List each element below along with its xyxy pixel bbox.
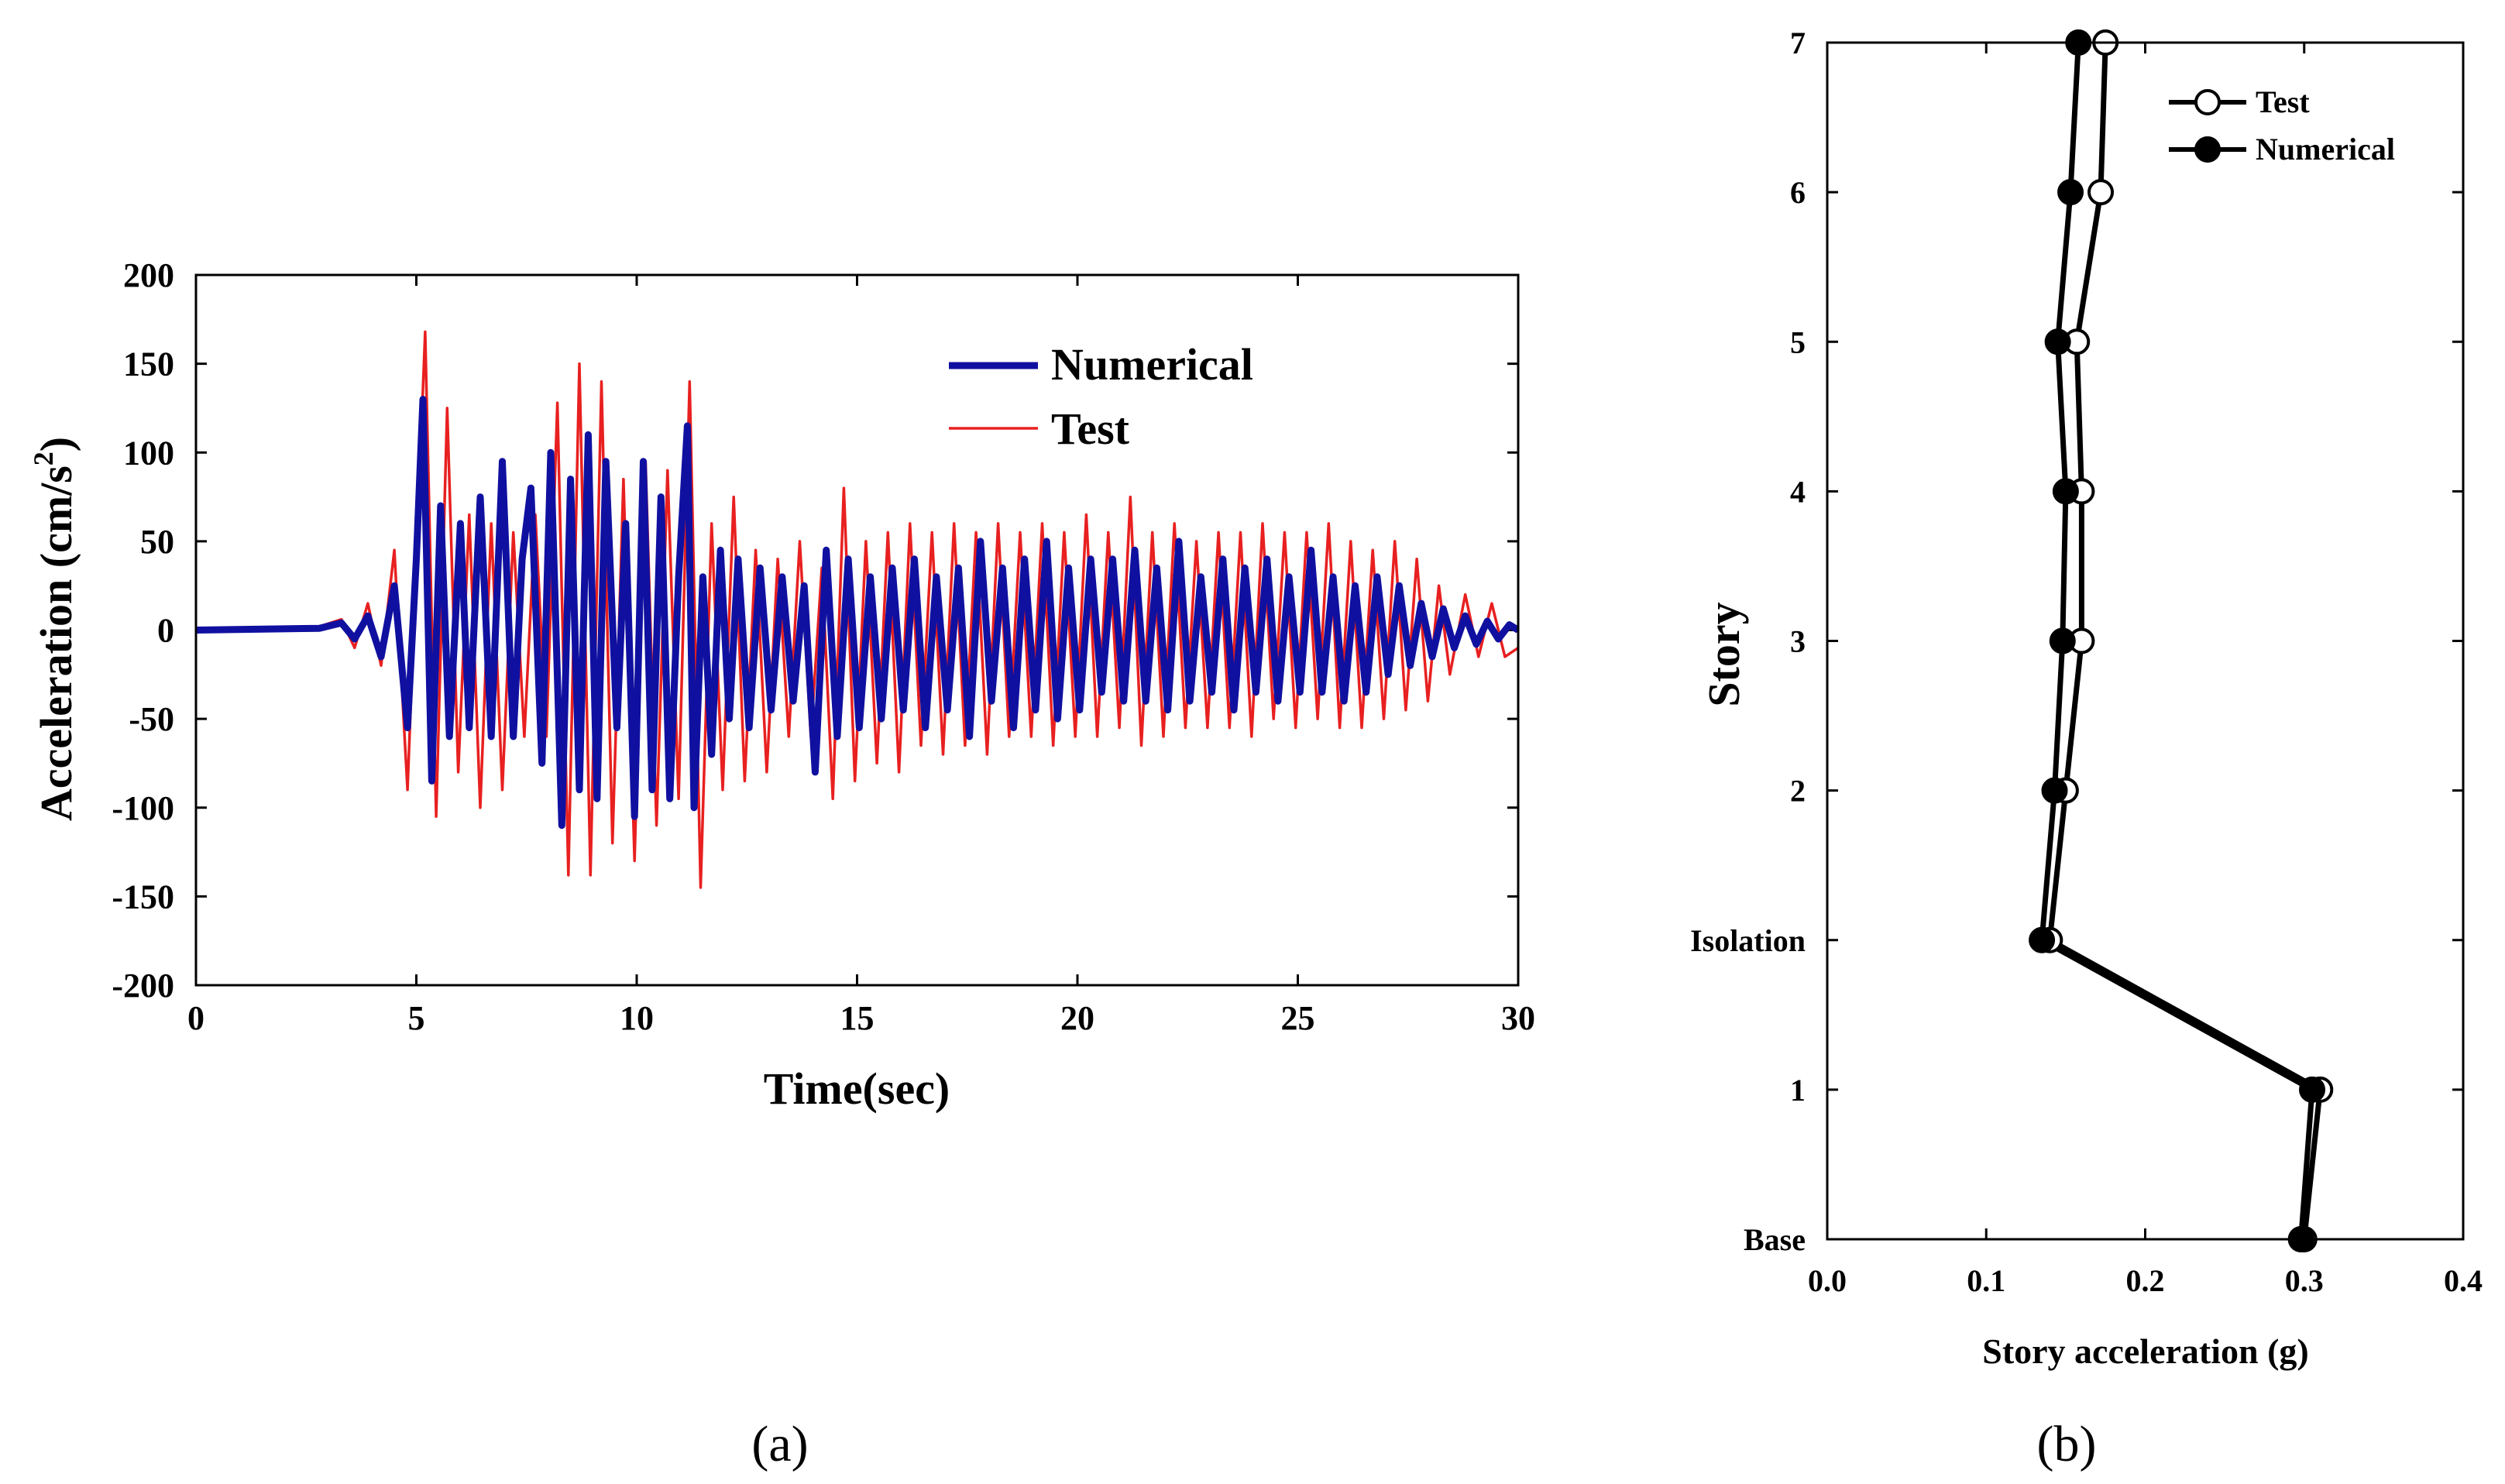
- a-y-axis-label-main: Acceleration (cm/s: [31, 465, 81, 821]
- b-x-tick-labels: 0.0 0.1 0.2 0.3 0.4: [1808, 1263, 2483, 1298]
- b-legend-numerical-label: Numerical: [2256, 132, 2395, 167]
- a-x-tick-label: 15: [840, 999, 875, 1037]
- b-numerical-point: [2052, 478, 2079, 505]
- a-caption: (a): [751, 1416, 808, 1472]
- a-x-tick-label: 5: [408, 999, 425, 1037]
- b-plot-frame: [1826, 41, 2465, 1241]
- b-y-tick-label: 1: [1790, 1073, 1806, 1108]
- a-y-axis-label-close: ): [31, 437, 81, 452]
- a-plot-frame: [194, 273, 1520, 987]
- b-numerical-point: [2029, 926, 2056, 953]
- b-numerical-point: [2044, 328, 2071, 356]
- a-x-tick-label: 30: [1501, 999, 1535, 1037]
- b-y-tick-label: 6: [1790, 175, 1806, 210]
- b-y-tick-label: 5: [1790, 325, 1806, 359]
- b-numerical-point: [2299, 1076, 2326, 1103]
- a-y-tick-label: -200: [112, 967, 174, 1005]
- b-series-numerical-markers: [2029, 29, 2326, 1252]
- b-legend-test-marker: [2194, 89, 2221, 115]
- a-x-tick-label: 0: [187, 999, 204, 1037]
- a-y-tick-label: 100: [123, 434, 174, 472]
- b-y-tick-label: 7: [1790, 26, 1806, 60]
- b-y-axis-label: Story: [1699, 602, 1749, 706]
- b-ticks: [1826, 41, 2465, 1241]
- b-y-tick-label: 3: [1790, 624, 1806, 659]
- a-y-tick-labels: 200 150 100 50 0 -50 -100 -150 -200: [112, 256, 174, 1005]
- b-numerical-point: [2041, 777, 2068, 804]
- a-y-tick-label: -50: [129, 700, 174, 738]
- a-x-tick-label: 10: [620, 999, 654, 1037]
- a-series-numerical-line: [196, 396, 1518, 830]
- a-y-axis-label-sup: 2: [28, 452, 59, 465]
- b-numerical-point: [2057, 179, 2084, 206]
- a-y-tick-label: 50: [140, 523, 174, 561]
- b-x-axis-label: Story acceleration (g): [1982, 1331, 2309, 1371]
- panel-a: 0 5 10 15 20 25 30 200 150 100 50 0 -50 -100 -150 -200…: [28, 256, 1535, 1472]
- panel-b: 0.0 0.1 0.2 0.3 0.4 Base 1 Isolation 2 3 4 5 6 7 Sto…: [1690, 26, 2483, 1472]
- a-y-tick-label: -150: [112, 878, 174, 915]
- a-legend-test-label: Test: [1051, 404, 1130, 454]
- a-x-tick-label: 20: [1060, 999, 1094, 1037]
- b-y-tick-label: Base: [1744, 1222, 1806, 1257]
- b-test-point: [2088, 179, 2115, 206]
- a-y-tick-label: 0: [157, 612, 174, 650]
- b-legend-numerical-marker: [2194, 136, 2221, 163]
- a-y-tick-label: 150: [123, 345, 174, 383]
- b-x-tick-label: 0.2: [2126, 1263, 2165, 1298]
- b-x-tick-label: 0.4: [2444, 1263, 2483, 1298]
- b-x-tick-label: 0.0: [1808, 1263, 1847, 1298]
- b-y-tick-label: 4: [1790, 474, 1806, 509]
- b-x-tick-label: 0.1: [1967, 1263, 2005, 1298]
- a-x-tick-label: 25: [1281, 999, 1315, 1037]
- b-x-tick-label: 0.3: [2285, 1263, 2324, 1298]
- a-x-tick-labels: 0 5 10 15 20 25 30: [187, 999, 1535, 1037]
- b-numerical-point: [2049, 627, 2076, 654]
- a-y-tick-label: -100: [112, 789, 174, 827]
- b-legend: Test Numerical: [2169, 84, 2395, 167]
- b-caption: (b): [2037, 1416, 2097, 1472]
- a-legend: Numerical Test: [949, 339, 1253, 454]
- b-y-tick-label: 2: [1790, 774, 1806, 809]
- a-y-axis-label: Acceleration (cm/s2): [28, 437, 81, 821]
- b-y-tick-label: Isolation: [1690, 923, 1806, 958]
- b-y-tick-labels: Base 1 Isolation 2 3 4 5 6 7: [1690, 26, 1806, 1257]
- a-x-axis-label: Time(sec): [764, 1063, 950, 1114]
- b-series-test-markers: [2036, 29, 2334, 1252]
- a-y-tick-label: 200: [123, 256, 174, 294]
- b-legend-test-label: Test: [2256, 84, 2310, 119]
- a-legend-numerical-label: Numerical: [1051, 339, 1253, 390]
